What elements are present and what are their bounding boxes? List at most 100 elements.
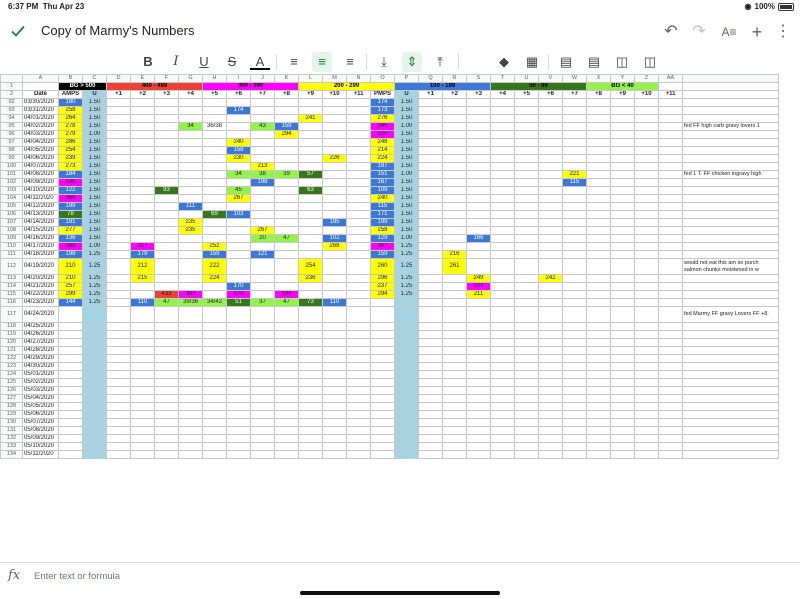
cell[interactable] [562, 194, 587, 203]
cell[interactable] [610, 154, 635, 163]
cell[interactable] [298, 450, 323, 459]
cell[interactable] [226, 370, 251, 379]
column-header[interactable]: J [250, 74, 275, 83]
cell[interactable] [418, 450, 443, 459]
cell[interactable] [130, 234, 155, 243]
cell[interactable] [202, 362, 227, 371]
cell[interactable] [490, 290, 515, 299]
cell[interactable] [154, 242, 179, 251]
column-header[interactable]: G [178, 74, 203, 83]
cell[interactable] [682, 346, 779, 355]
cell[interactable] [466, 258, 491, 275]
cell[interactable] [154, 218, 179, 227]
insert-row-below-icon[interactable]: ▤ [587, 54, 601, 69]
cell[interactable] [418, 282, 443, 291]
cell[interactable] [274, 402, 299, 411]
cell[interactable] [490, 434, 515, 443]
cell[interactable] [250, 258, 275, 275]
cell[interactable] [178, 330, 203, 339]
column-header[interactable]: M [322, 74, 347, 83]
cell[interactable] [130, 354, 155, 363]
header-cell[interactable]: +2 [442, 90, 467, 99]
cell[interactable] [634, 410, 659, 419]
cell[interactable] [250, 282, 275, 291]
units-cell[interactable]: 1.50 [394, 146, 419, 155]
cell[interactable] [226, 122, 251, 131]
cell[interactable] [154, 362, 179, 371]
cell[interactable] [418, 258, 443, 275]
header-cell[interactable]: +11 [658, 90, 683, 99]
cell[interactable] [154, 194, 179, 203]
cell[interactable] [418, 418, 443, 427]
date-cell[interactable]: 05/10/2020 [22, 442, 59, 451]
cell[interactable] [538, 386, 563, 395]
cell[interactable] [370, 346, 395, 355]
cell[interactable] [538, 338, 563, 347]
reading-cell[interactable]: 294 [274, 130, 299, 139]
cell[interactable] [226, 250, 251, 259]
cell[interactable] [562, 386, 587, 395]
cell[interactable] [418, 114, 443, 123]
cell[interactable] [178, 394, 203, 403]
cell[interactable] [562, 394, 587, 403]
row-number[interactable]: 107 [0, 218, 23, 227]
reading-cell[interactable]: 151 [370, 170, 395, 179]
reading-cell[interactable]: 69 [202, 210, 227, 219]
cell[interactable] [322, 170, 347, 179]
cell[interactable] [250, 290, 275, 299]
cell[interactable] [178, 282, 203, 291]
cell[interactable] [442, 330, 467, 339]
cell[interactable] [274, 338, 299, 347]
reading-cell[interactable]: 317 [130, 242, 155, 251]
units-cell[interactable] [394, 298, 419, 307]
cell[interactable] [298, 282, 323, 291]
cell[interactable] [658, 114, 683, 123]
more-icon[interactable]: ⋮ [775, 23, 791, 40]
cell[interactable] [466, 298, 491, 307]
cell[interactable] [346, 402, 371, 411]
cell[interactable] [418, 202, 443, 211]
cell[interactable] [58, 426, 83, 435]
cell[interactable] [418, 218, 443, 227]
cell[interactable] [538, 130, 563, 139]
cell[interactable] [346, 418, 371, 427]
cell[interactable] [346, 202, 371, 211]
cell[interactable] [418, 386, 443, 395]
reading-cell[interactable]: 330 [58, 178, 83, 187]
cell[interactable] [610, 138, 635, 147]
cell[interactable] [178, 162, 203, 171]
cell[interactable] [514, 346, 539, 355]
cell[interactable] [610, 410, 635, 419]
reading-cell[interactable]: 198 [250, 178, 275, 187]
cell[interactable] [370, 330, 395, 339]
cell[interactable] [226, 226, 251, 235]
reading-cell[interactable]: 258 [370, 226, 395, 235]
cell[interactable] [154, 282, 179, 291]
cell[interactable] [106, 122, 131, 131]
cell[interactable] [274, 394, 299, 403]
cell[interactable] [346, 410, 371, 419]
units-cell[interactable]: 1.50 [82, 162, 107, 171]
cell[interactable] [226, 130, 251, 139]
cell[interactable] [586, 394, 611, 403]
cell[interactable] [682, 450, 779, 459]
cell[interactable] [610, 234, 635, 243]
reading-cell[interactable]: 102 [322, 234, 347, 243]
reading-cell[interactable]: 276 [370, 114, 395, 123]
cell[interactable] [634, 354, 659, 363]
cell[interactable] [658, 170, 683, 179]
cell[interactable] [514, 450, 539, 459]
cell[interactable] [274, 186, 299, 195]
cell[interactable] [250, 402, 275, 411]
date-cell[interactable]: 05/11/2020 [22, 450, 59, 459]
row-number[interactable]: 114 [0, 282, 23, 291]
cell[interactable] [490, 362, 515, 371]
cell[interactable] [586, 130, 611, 139]
reading-cell[interactable]: 235 [178, 226, 203, 235]
cell[interactable] [202, 114, 227, 123]
cell[interactable] [298, 330, 323, 339]
cell[interactable] [130, 330, 155, 339]
cell[interactable] [298, 322, 323, 331]
cell[interactable] [658, 290, 683, 299]
header-cell[interactable]: +1 [106, 90, 131, 99]
